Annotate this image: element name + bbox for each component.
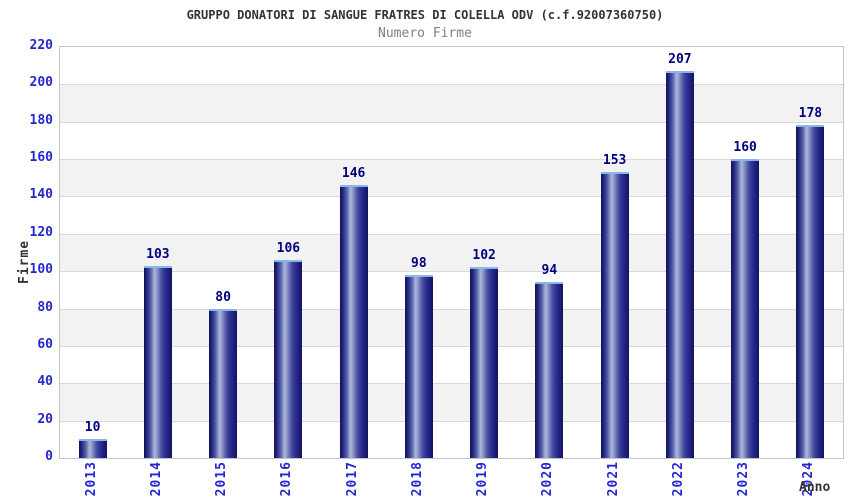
gridline bbox=[60, 196, 843, 198]
plot-band bbox=[60, 159, 843, 197]
x-tick-label: 2015 bbox=[214, 461, 230, 497]
x-tick-label: 2014 bbox=[148, 461, 164, 497]
x-tick-label: 2023 bbox=[736, 461, 752, 497]
x-axis-title: Anno bbox=[799, 480, 831, 495]
plot-area: 10 103 80 106 146 98 102 94 153 207 160 178 bbox=[59, 46, 844, 459]
bar-2024 bbox=[796, 125, 825, 458]
y-tick-label: 200 bbox=[29, 75, 53, 91]
bar-value-label: 160 bbox=[733, 140, 757, 155]
bar-value-label: 178 bbox=[798, 106, 823, 121]
bar-value-label: 103 bbox=[146, 247, 170, 262]
bar-value-label: 102 bbox=[472, 248, 496, 263]
y-tick-label: 180 bbox=[29, 112, 53, 128]
bar-value-label: 146 bbox=[341, 166, 366, 181]
gridline bbox=[60, 159, 843, 161]
y-tick-label: 220 bbox=[29, 38, 53, 53]
bar-2021 bbox=[600, 172, 629, 458]
bar-value-label: 80 bbox=[215, 290, 231, 305]
bar-value-label: 106 bbox=[276, 241, 301, 256]
gridline bbox=[60, 121, 843, 123]
bar-2023 bbox=[731, 159, 760, 458]
bar-2016 bbox=[274, 260, 303, 458]
chart-title: GRUPPO DONATORI DI SANGUE FRATRES DI COL… bbox=[186, 8, 664, 22]
y-tick-label: 80 bbox=[37, 299, 53, 315]
plot-band bbox=[60, 308, 843, 346]
plot-band bbox=[60, 84, 843, 122]
x-tick-label: 2019 bbox=[475, 461, 491, 497]
x-tick-label: 2020 bbox=[540, 461, 556, 497]
plot-band bbox=[60, 233, 843, 272]
bar-2019 bbox=[470, 267, 499, 458]
bar-value-label: 10 bbox=[84, 420, 101, 435]
bar-2013 bbox=[78, 439, 107, 458]
gridline bbox=[60, 84, 843, 86]
bar-2015 bbox=[209, 309, 238, 458]
x-tick-label: 2021 bbox=[605, 461, 621, 497]
gridline bbox=[60, 383, 843, 385]
y-tick-label: 20 bbox=[37, 411, 53, 427]
bar-value-label: 153 bbox=[602, 153, 627, 168]
bar-2022 bbox=[665, 71, 694, 458]
plot-band bbox=[60, 383, 843, 421]
gridline bbox=[60, 420, 843, 422]
x-tick-label: 2018 bbox=[409, 461, 425, 497]
bar-2017 bbox=[339, 185, 368, 458]
x-tick-label: 2022 bbox=[670, 461, 686, 497]
y-tick-label: 60 bbox=[37, 336, 53, 352]
x-tick-label: 2016 bbox=[279, 461, 295, 497]
bar-2014 bbox=[143, 266, 172, 458]
y-tick-label: 160 bbox=[29, 150, 53, 166]
y-tick-label: 120 bbox=[29, 224, 53, 240]
y-tick-label: 100 bbox=[29, 262, 53, 278]
y-tick-label: 40 bbox=[37, 374, 53, 390]
bar-2020 bbox=[535, 282, 564, 458]
y-tick-label: 0 bbox=[45, 449, 53, 464]
gridline bbox=[60, 233, 843, 235]
bar-value-label: 207 bbox=[668, 52, 692, 67]
bar-2018 bbox=[404, 275, 433, 458]
bar-value-label: 98 bbox=[411, 256, 427, 271]
gridline bbox=[60, 271, 843, 273]
x-tick-label: 2017 bbox=[344, 461, 360, 497]
y-tick-label: 140 bbox=[29, 187, 53, 203]
x-tick-label: 2013 bbox=[83, 461, 99, 497]
gridline bbox=[60, 308, 843, 310]
gridline bbox=[60, 345, 843, 347]
chart-subtitle: Numero Firme bbox=[378, 26, 472, 41]
bar-value-label: 94 bbox=[541, 263, 558, 278]
